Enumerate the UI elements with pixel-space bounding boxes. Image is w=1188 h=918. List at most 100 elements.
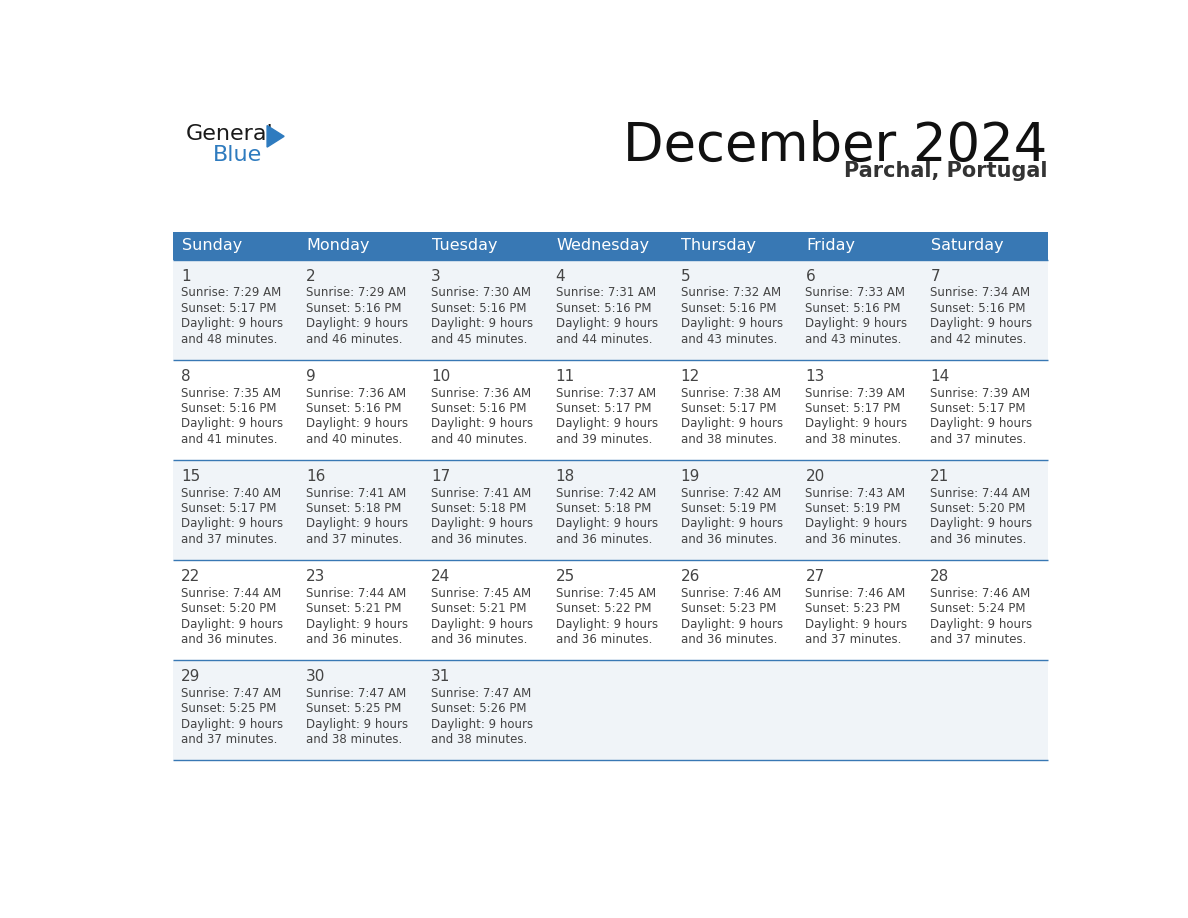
Text: Sunset: 5:16 PM: Sunset: 5:16 PM xyxy=(431,302,526,315)
Text: Daylight: 9 hours: Daylight: 9 hours xyxy=(556,318,658,330)
Text: 15: 15 xyxy=(181,469,201,484)
Text: Sunset: 5:17 PM: Sunset: 5:17 PM xyxy=(930,402,1026,415)
Bar xyxy=(548,232,672,260)
Text: and 45 minutes.: and 45 minutes. xyxy=(431,332,527,346)
Text: Sunrise: 7:45 AM: Sunrise: 7:45 AM xyxy=(556,587,656,599)
Text: 4: 4 xyxy=(556,269,565,284)
Text: Daylight: 9 hours: Daylight: 9 hours xyxy=(181,718,283,731)
Text: 1: 1 xyxy=(181,269,191,284)
Bar xyxy=(173,660,1048,760)
Text: 23: 23 xyxy=(307,569,326,584)
Text: Daylight: 9 hours: Daylight: 9 hours xyxy=(431,518,533,531)
Text: Daylight: 9 hours: Daylight: 9 hours xyxy=(181,418,283,431)
Text: Daylight: 9 hours: Daylight: 9 hours xyxy=(681,618,783,631)
Text: Sunrise: 7:36 AM: Sunrise: 7:36 AM xyxy=(431,386,531,399)
Text: Sunrise: 7:45 AM: Sunrise: 7:45 AM xyxy=(431,587,531,599)
Text: and 40 minutes.: and 40 minutes. xyxy=(431,432,527,446)
Text: 11: 11 xyxy=(556,369,575,384)
Text: Daylight: 9 hours: Daylight: 9 hours xyxy=(930,318,1032,330)
Text: Sunset: 5:17 PM: Sunset: 5:17 PM xyxy=(681,402,776,415)
Text: Sunrise: 7:44 AM: Sunrise: 7:44 AM xyxy=(307,587,406,599)
Text: 20: 20 xyxy=(805,469,824,484)
Bar xyxy=(173,232,298,260)
Text: and 38 minutes.: and 38 minutes. xyxy=(431,733,527,746)
Text: Sunrise: 7:43 AM: Sunrise: 7:43 AM xyxy=(805,487,905,499)
Text: 21: 21 xyxy=(930,469,949,484)
Text: Sunset: 5:26 PM: Sunset: 5:26 PM xyxy=(431,702,526,715)
Bar xyxy=(923,232,1048,260)
Text: Sunset: 5:20 PM: Sunset: 5:20 PM xyxy=(930,502,1025,515)
Bar xyxy=(173,360,1048,460)
Text: Thursday: Thursday xyxy=(682,238,757,253)
Text: 16: 16 xyxy=(307,469,326,484)
Text: December 2024: December 2024 xyxy=(624,120,1048,173)
Text: Daylight: 9 hours: Daylight: 9 hours xyxy=(431,718,533,731)
Bar xyxy=(797,232,923,260)
Text: Sunset: 5:16 PM: Sunset: 5:16 PM xyxy=(307,302,402,315)
Text: and 42 minutes.: and 42 minutes. xyxy=(930,332,1026,346)
Text: Sunrise: 7:37 AM: Sunrise: 7:37 AM xyxy=(556,386,656,399)
Text: Sunset: 5:23 PM: Sunset: 5:23 PM xyxy=(681,602,776,615)
Text: and 40 minutes.: and 40 minutes. xyxy=(307,432,403,446)
Text: Sunset: 5:23 PM: Sunset: 5:23 PM xyxy=(805,602,901,615)
Text: Sunrise: 7:41 AM: Sunrise: 7:41 AM xyxy=(307,487,406,499)
Text: Sunset: 5:20 PM: Sunset: 5:20 PM xyxy=(181,602,277,615)
Text: Sunset: 5:18 PM: Sunset: 5:18 PM xyxy=(431,502,526,515)
Bar xyxy=(672,232,797,260)
Text: Sunrise: 7:34 AM: Sunrise: 7:34 AM xyxy=(930,286,1030,299)
Text: Sunset: 5:17 PM: Sunset: 5:17 PM xyxy=(556,402,651,415)
Text: Daylight: 9 hours: Daylight: 9 hours xyxy=(307,718,407,731)
Text: and 48 minutes.: and 48 minutes. xyxy=(181,332,278,346)
Text: Sunset: 5:25 PM: Sunset: 5:25 PM xyxy=(307,702,402,715)
Text: Sunrise: 7:47 AM: Sunrise: 7:47 AM xyxy=(431,687,531,700)
Text: Sunset: 5:16 PM: Sunset: 5:16 PM xyxy=(181,402,277,415)
Text: Wednesday: Wednesday xyxy=(556,238,650,253)
Text: 2: 2 xyxy=(307,269,316,284)
Text: Sunrise: 7:29 AM: Sunrise: 7:29 AM xyxy=(307,286,406,299)
Text: Sunset: 5:21 PM: Sunset: 5:21 PM xyxy=(307,602,402,615)
Text: 9: 9 xyxy=(307,369,316,384)
Text: Daylight: 9 hours: Daylight: 9 hours xyxy=(681,518,783,531)
Text: Daylight: 9 hours: Daylight: 9 hours xyxy=(805,518,908,531)
Text: Sunset: 5:19 PM: Sunset: 5:19 PM xyxy=(805,502,901,515)
Text: Sunrise: 7:39 AM: Sunrise: 7:39 AM xyxy=(805,386,905,399)
Text: Daylight: 9 hours: Daylight: 9 hours xyxy=(556,418,658,431)
Text: 10: 10 xyxy=(431,369,450,384)
Text: Sunrise: 7:32 AM: Sunrise: 7:32 AM xyxy=(681,286,781,299)
Text: Daylight: 9 hours: Daylight: 9 hours xyxy=(431,418,533,431)
Text: 8: 8 xyxy=(181,369,191,384)
Text: Sunrise: 7:44 AM: Sunrise: 7:44 AM xyxy=(930,487,1031,499)
Text: Saturday: Saturday xyxy=(931,238,1004,253)
Text: Sunrise: 7:29 AM: Sunrise: 7:29 AM xyxy=(181,286,282,299)
Text: Monday: Monday xyxy=(307,238,371,253)
Text: Sunrise: 7:39 AM: Sunrise: 7:39 AM xyxy=(930,386,1030,399)
Text: Sunset: 5:16 PM: Sunset: 5:16 PM xyxy=(556,302,651,315)
Text: and 36 minutes.: and 36 minutes. xyxy=(556,633,652,646)
Text: and 36 minutes.: and 36 minutes. xyxy=(431,633,527,646)
Text: Sunset: 5:16 PM: Sunset: 5:16 PM xyxy=(930,302,1026,315)
Text: 14: 14 xyxy=(930,369,949,384)
Text: Sunrise: 7:30 AM: Sunrise: 7:30 AM xyxy=(431,286,531,299)
Text: Sunset: 5:25 PM: Sunset: 5:25 PM xyxy=(181,702,277,715)
Text: Sunset: 5:22 PM: Sunset: 5:22 PM xyxy=(556,602,651,615)
Text: and 37 minutes.: and 37 minutes. xyxy=(930,432,1026,446)
Text: Sunset: 5:19 PM: Sunset: 5:19 PM xyxy=(681,502,776,515)
Text: and 36 minutes.: and 36 minutes. xyxy=(431,532,527,546)
Text: Daylight: 9 hours: Daylight: 9 hours xyxy=(805,318,908,330)
Text: and 36 minutes.: and 36 minutes. xyxy=(181,633,278,646)
Text: 30: 30 xyxy=(307,669,326,684)
Text: and 38 minutes.: and 38 minutes. xyxy=(805,432,902,446)
Text: and 38 minutes.: and 38 minutes. xyxy=(681,432,777,446)
Bar xyxy=(173,560,1048,660)
Text: Daylight: 9 hours: Daylight: 9 hours xyxy=(805,618,908,631)
Text: Sunrise: 7:44 AM: Sunrise: 7:44 AM xyxy=(181,587,282,599)
Text: 7: 7 xyxy=(930,269,940,284)
Text: and 37 minutes.: and 37 minutes. xyxy=(181,532,278,546)
Text: Daylight: 9 hours: Daylight: 9 hours xyxy=(930,418,1032,431)
Text: 13: 13 xyxy=(805,369,824,384)
Text: 17: 17 xyxy=(431,469,450,484)
Bar xyxy=(173,460,1048,560)
Text: and 37 minutes.: and 37 minutes. xyxy=(930,633,1026,646)
Text: 29: 29 xyxy=(181,669,201,684)
Text: 18: 18 xyxy=(556,469,575,484)
